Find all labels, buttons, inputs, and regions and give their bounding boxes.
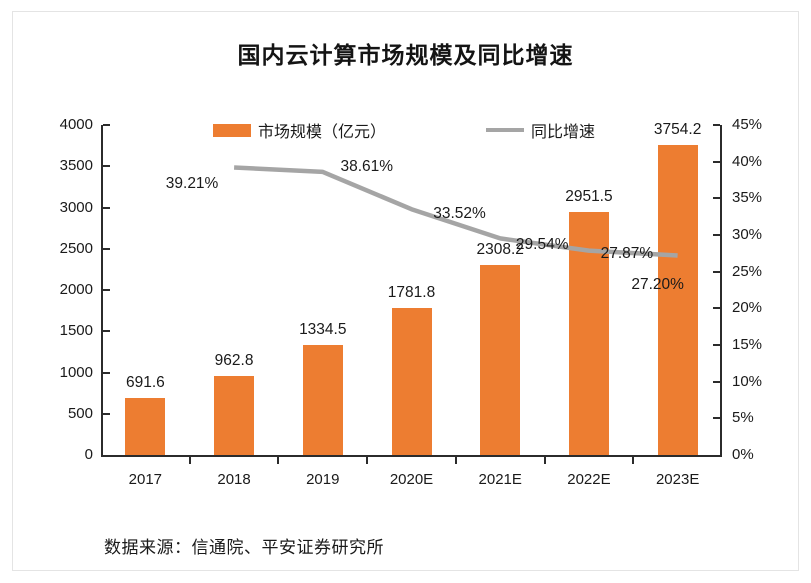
right-axis-tick	[713, 270, 720, 273]
left-axis-tick-label: 3500	[59, 157, 93, 175]
left-axis-tick-label: 2000	[59, 281, 93, 298]
bar[interactable]	[657, 145, 698, 455]
right-axis-tick-label: 45%	[732, 116, 763, 133]
bar-value-label: 962.8	[214, 351, 254, 369]
right-axis-tick-label: 30%	[732, 226, 763, 243]
bar[interactable]	[302, 344, 343, 455]
bar-value-label: 2308.2	[476, 240, 524, 258]
right-axis-tick	[713, 124, 720, 126]
growth-rate-line-series	[233, 165, 678, 258]
legend-item-market-size[interactable]: 市场规模（亿元）	[213, 117, 386, 143]
line-value-label: 27.87%	[600, 244, 654, 262]
category-axis-tick	[543, 457, 546, 464]
bar[interactable]	[214, 375, 255, 455]
right-axis-tick	[713, 344, 720, 346]
category-axis-label: 2019	[306, 471, 340, 488]
category-axis-label: 2021E	[478, 471, 522, 488]
bar-value-label: 1781.8	[387, 284, 436, 301]
left-axis-line	[101, 125, 103, 457]
line-value-label: 27.20%	[631, 275, 684, 293]
left-axis-tick-label: 4000	[59, 116, 93, 133]
legend-item-growth-rate[interactable]: 同比增速	[486, 117, 595, 143]
line-value-label: 29.54%	[515, 236, 569, 254]
left-axis-tick	[103, 289, 110, 291]
right-axis-tick-label: 5%	[732, 409, 754, 427]
category-axis-tick	[188, 457, 191, 464]
category-axis-label: 2017	[128, 471, 163, 488]
left-axis-tick	[103, 412, 110, 415]
right-axis-tick	[713, 417, 720, 420]
left-axis-tick-label: 500	[67, 404, 93, 422]
legend-label-market-size: 市场规模（亿元）	[258, 122, 387, 141]
left-axis-tick-label: 1500	[59, 322, 93, 340]
right-axis-tick	[713, 234, 720, 236]
right-axis-tick-label: 20%	[732, 299, 763, 317]
left-axis-tick	[103, 330, 110, 333]
chart-legend: 市场规模（亿元） 同比增速	[213, 117, 633, 143]
right-axis-tick	[713, 197, 720, 200]
right-axis-tick-label: 10%	[732, 372, 763, 390]
right-axis-tick-label: 35%	[732, 189, 763, 207]
legend-swatch-bar-icon	[213, 123, 251, 137]
legend-label-growth-rate: 同比增速	[531, 122, 596, 141]
category-axis-tick	[632, 457, 635, 464]
right-axis-tick	[713, 380, 720, 383]
left-axis-tick	[103, 165, 110, 168]
bar-value-label: 1334.5	[299, 320, 347, 338]
bar-value-label: 3754.2	[653, 121, 702, 139]
left-axis-tick	[103, 206, 110, 209]
line-value-label: 38.61%	[340, 157, 394, 175]
line-value-label: 33.52%	[433, 205, 486, 223]
plot-area: 691.6 962.8 1334.5 1781.8 2308.2 2951.5 3754.2…	[101, 121, 722, 464]
right-axis-tick-label: 25%	[732, 262, 763, 280]
left-axis-tick	[103, 247, 110, 250]
line-value-label: 39.21%	[165, 175, 219, 193]
category-axis-tick	[366, 457, 369, 464]
bar-value-label: 691.6	[125, 373, 165, 391]
source-note: 数据来源：信通院、平安证券研究所	[104, 538, 384, 558]
left-axis-tick-label: 0	[84, 446, 93, 463]
right-axis-line	[720, 125, 722, 457]
bar-value-label: 2951.5	[565, 187, 613, 205]
page-title: 国内云计算市场规模及同比增速	[237, 42, 574, 69]
right-axis-tick	[713, 160, 720, 163]
left-axis-tick-label: 1000	[59, 363, 93, 381]
bottom-axis-line	[101, 455, 722, 457]
right-axis-tick-label: 40%	[732, 152, 763, 170]
left-axis-tick-label: 2500	[59, 239, 93, 257]
bar[interactable]	[125, 397, 166, 455]
category-axis-tick	[454, 457, 457, 464]
category-axis-tick	[277, 457, 280, 464]
left-axis-tick-label: 3000	[59, 198, 93, 216]
right-axis-tick-label: 0%	[732, 446, 754, 463]
category-axis-label: 2018	[217, 471, 251, 488]
left-axis-tick	[103, 124, 110, 126]
bar[interactable]	[391, 308, 432, 455]
right-axis-tick-label: 15%	[732, 336, 763, 353]
category-axis-label: 2023E	[655, 471, 700, 488]
category-axis-label: 2020E	[389, 471, 434, 488]
legend-swatch-line-icon	[486, 128, 524, 132]
left-axis-tick	[103, 371, 110, 374]
category-axis-label: 2022E	[567, 471, 611, 488]
right-axis-tick	[713, 307, 720, 310]
bar[interactable]	[480, 264, 521, 455]
